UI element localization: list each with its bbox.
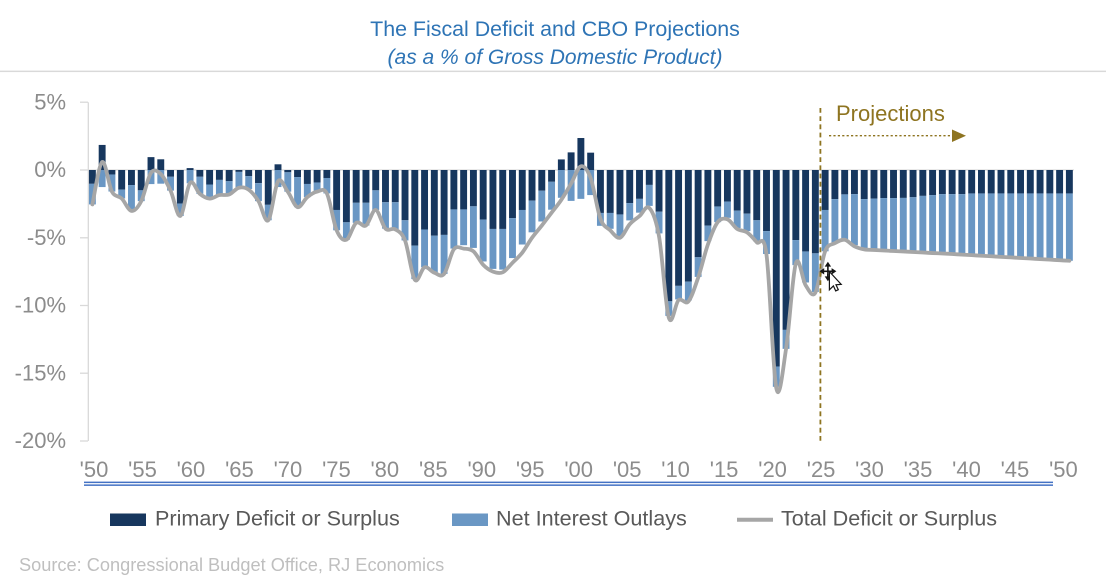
- svg-text:'75: '75: [322, 457, 351, 482]
- svg-text:Total Deficit or Surplus: Total Deficit or Surplus: [781, 506, 997, 531]
- svg-text:'65: '65: [225, 457, 254, 482]
- svg-text:'40: '40: [952, 457, 981, 482]
- svg-text:-10%: -10%: [15, 293, 66, 318]
- svg-text:'60: '60: [177, 457, 206, 482]
- svg-text:'85: '85: [419, 457, 448, 482]
- svg-text:The Fiscal Deficit and CBO Pro: The Fiscal Deficit and CBO Projections: [370, 17, 740, 41]
- svg-text:Projections: Projections: [836, 101, 945, 126]
- svg-text:'70: '70: [274, 457, 303, 482]
- svg-text:'25: '25: [807, 457, 836, 482]
- svg-text:'35: '35: [904, 457, 933, 482]
- svg-text:'50: '50: [1049, 457, 1078, 482]
- svg-text:'20: '20: [758, 457, 787, 482]
- svg-text:Source: Congressional Budget O: Source: Congressional Budget Office, RJ …: [19, 555, 444, 575]
- svg-text:-15%: -15%: [15, 360, 66, 385]
- svg-text:-20%: -20%: [15, 428, 66, 453]
- svg-text:'45: '45: [1001, 457, 1030, 482]
- svg-text:'05: '05: [613, 457, 642, 482]
- svg-text:'80: '80: [370, 457, 399, 482]
- svg-text:'50: '50: [80, 457, 109, 482]
- svg-text:0%: 0%: [34, 157, 66, 182]
- svg-text:'30: '30: [855, 457, 884, 482]
- svg-text:'90: '90: [467, 457, 496, 482]
- svg-text:'55: '55: [128, 457, 157, 482]
- svg-text:Primary Deficit or Surplus: Primary Deficit or Surplus: [155, 506, 400, 531]
- svg-text:-5%: -5%: [27, 225, 66, 250]
- svg-text:(as a % of Gross Domestic Prod: (as a % of Gross Domestic Product): [388, 46, 723, 69]
- svg-text:'95: '95: [516, 457, 545, 482]
- svg-text:Net Interest Outlays: Net Interest Outlays: [496, 506, 687, 531]
- svg-text:'15: '15: [710, 457, 739, 482]
- svg-text:'00: '00: [564, 457, 593, 482]
- svg-text:5%: 5%: [34, 90, 66, 115]
- svg-text:'10: '10: [661, 457, 690, 482]
